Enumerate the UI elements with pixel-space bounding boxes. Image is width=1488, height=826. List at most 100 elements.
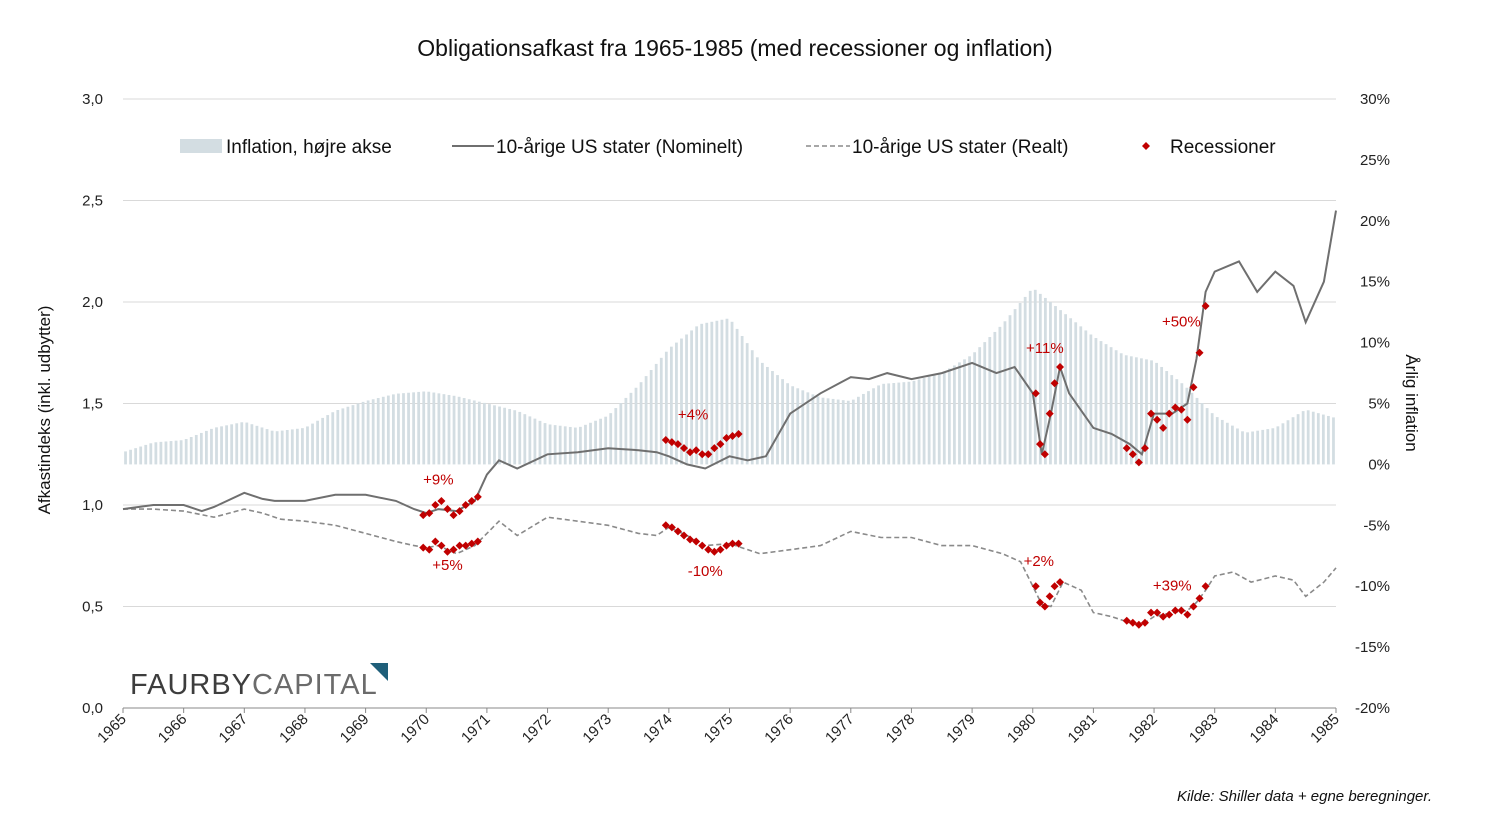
y-axis-left-label: Afkastindeks (inkl. udbytter) bbox=[35, 306, 54, 515]
inflation-bar bbox=[336, 409, 340, 465]
recession-marker bbox=[704, 545, 713, 554]
recession-marker bbox=[1045, 592, 1054, 601]
inflation-bar bbox=[1099, 341, 1103, 465]
inflation-bar bbox=[442, 394, 446, 465]
y-tick-left: 2,5 bbox=[82, 193, 103, 210]
inflation-bar bbox=[927, 376, 931, 465]
inflation-bar bbox=[290, 429, 294, 465]
x-tick: 1971 bbox=[458, 711, 494, 747]
inflation-bar bbox=[1165, 371, 1169, 465]
inflation-bar bbox=[811, 394, 815, 465]
inflation-bar bbox=[1018, 303, 1022, 465]
recession-marker bbox=[467, 496, 476, 505]
inflation-bar bbox=[1104, 344, 1108, 465]
inflation-bar bbox=[912, 380, 916, 465]
inflation-bar bbox=[341, 408, 345, 465]
inflation-bar bbox=[1079, 326, 1083, 465]
inflation-bar bbox=[644, 376, 648, 465]
recession-marker bbox=[728, 539, 737, 548]
inflation-bar bbox=[194, 434, 198, 465]
inflation-bar bbox=[1311, 411, 1315, 465]
inflation-bar bbox=[528, 416, 532, 465]
inflation-bar bbox=[1195, 397, 1199, 465]
recession-marker bbox=[1177, 405, 1186, 414]
inflation-bar bbox=[1276, 426, 1280, 465]
y-tick-left: 3,0 bbox=[82, 91, 103, 108]
inflation-bar bbox=[1256, 430, 1260, 465]
inflation-bar bbox=[144, 444, 148, 465]
recession-marker bbox=[1201, 302, 1210, 311]
inflation-bar bbox=[1013, 309, 1017, 465]
inflation-bar bbox=[669, 346, 673, 465]
inflation-bar bbox=[1124, 355, 1128, 465]
recession-marker bbox=[1134, 620, 1143, 629]
inflation-bar bbox=[776, 375, 779, 465]
inflation-bar bbox=[1205, 408, 1209, 465]
inflation-bar bbox=[467, 399, 471, 465]
inflation-bar bbox=[796, 388, 800, 465]
inflation-bar bbox=[745, 343, 749, 465]
x-tick: 1976 bbox=[761, 711, 797, 747]
recession-marker bbox=[443, 505, 452, 514]
recession-marker bbox=[734, 429, 743, 438]
inflation-bar bbox=[498, 406, 501, 465]
recession-marker bbox=[1201, 582, 1210, 591]
inflation-bar bbox=[887, 383, 891, 465]
inflation-bar bbox=[295, 428, 299, 465]
inflation-bar bbox=[159, 441, 163, 465]
inflation-bar bbox=[235, 423, 239, 465]
recession-marker bbox=[1128, 450, 1137, 459]
recession-marker bbox=[1159, 423, 1168, 432]
inflation-bar bbox=[594, 420, 597, 465]
inflation-bar bbox=[634, 387, 638, 465]
recession-marker bbox=[455, 541, 464, 550]
inflation-bar bbox=[543, 423, 547, 465]
inflation-bar bbox=[488, 404, 491, 465]
inflation-bar bbox=[579, 426, 582, 465]
recession-marker bbox=[686, 535, 695, 544]
y-tick-right: 15% bbox=[1360, 274, 1390, 291]
inflation-bar bbox=[174, 440, 178, 465]
y-tick-right: 0% bbox=[1368, 456, 1390, 473]
inflation-bar bbox=[371, 399, 375, 465]
inflation-bar bbox=[366, 400, 370, 465]
inflation-bar bbox=[457, 396, 461, 465]
recession-marker bbox=[1165, 409, 1174, 418]
inflation-bar bbox=[856, 396, 860, 465]
x-tick: 1977 bbox=[822, 711, 858, 747]
nominal-series-line bbox=[122, 210, 1337, 515]
inflation-bar bbox=[447, 394, 451, 465]
inflation-bar bbox=[1200, 402, 1204, 465]
recession-marker bbox=[661, 436, 670, 445]
real-series-line bbox=[123, 508, 1337, 626]
annotation-label: +11% bbox=[1026, 340, 1064, 357]
inflation-bar bbox=[1291, 417, 1295, 465]
inflation-bar bbox=[826, 398, 830, 465]
inflation-bar bbox=[275, 431, 279, 465]
axis-ticks: 0,0 0,5 1,0 1,5 2,0 2,5 3,0 -20% -15% -10% -5% 0% 5%… bbox=[82, 91, 1390, 746]
inflation-bar bbox=[958, 362, 961, 465]
inflation-bar bbox=[816, 396, 820, 465]
inflation-bar bbox=[1241, 431, 1244, 465]
logo-word-capital: CAPITAL bbox=[252, 669, 378, 701]
recession-marker bbox=[1165, 610, 1174, 619]
y-tick-left: 1,0 bbox=[82, 497, 103, 514]
recession-marker bbox=[680, 444, 689, 453]
inflation-bar bbox=[265, 429, 269, 465]
inflation-bar bbox=[715, 320, 719, 465]
inflation-bar bbox=[1286, 420, 1290, 465]
inflation-bar bbox=[917, 379, 921, 465]
recession-marker bbox=[698, 541, 707, 550]
y-tick-right: -20% bbox=[1355, 700, 1390, 717]
inflation-bar bbox=[139, 446, 143, 465]
recession-marker bbox=[1036, 440, 1045, 449]
inflation-bar bbox=[1271, 428, 1275, 465]
recession-marker bbox=[722, 434, 731, 443]
inflation-bar bbox=[215, 427, 218, 465]
legend-label-recession: Recessioner bbox=[1170, 137, 1276, 158]
inflation-bar bbox=[270, 430, 274, 465]
inflation-bar bbox=[230, 424, 234, 465]
inflation-bar bbox=[523, 414, 527, 465]
inflation-bar bbox=[503, 407, 506, 465]
y-tick-right: 30% bbox=[1360, 91, 1390, 108]
